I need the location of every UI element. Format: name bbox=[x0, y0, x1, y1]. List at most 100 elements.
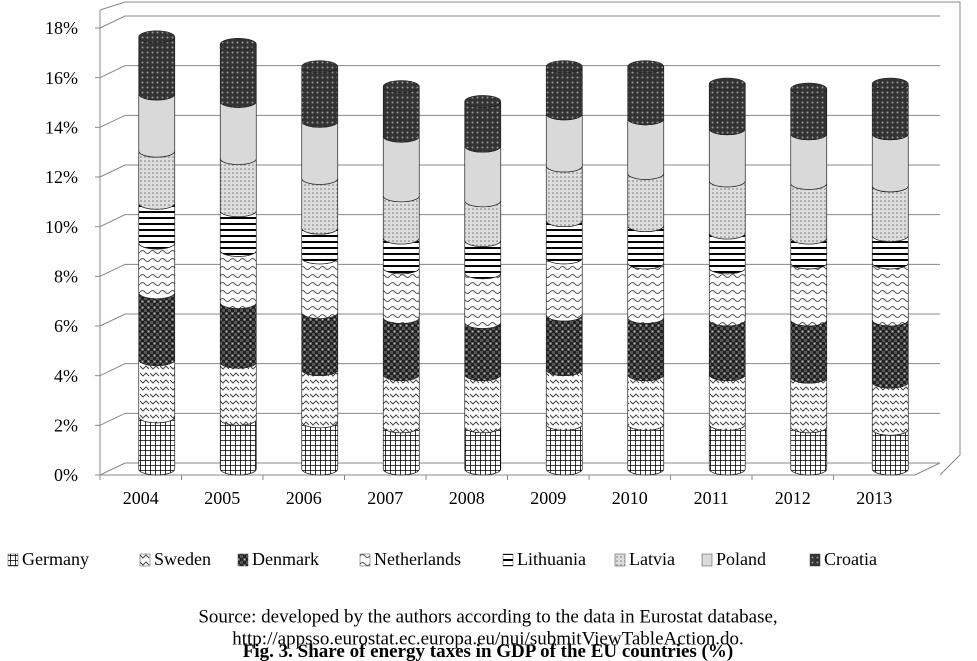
cylinder-segment bbox=[790, 183, 828, 245]
cylinder-segment bbox=[382, 426, 420, 476]
cylinder-segment bbox=[545, 257, 583, 322]
y-tick-label: 12% bbox=[45, 167, 78, 187]
cylinder-segment bbox=[138, 36, 176, 101]
cylinder-segment bbox=[790, 319, 828, 384]
legend-swatch bbox=[139, 553, 151, 567]
y-tick-label: 4% bbox=[54, 366, 78, 386]
cylinder-segment bbox=[708, 374, 746, 431]
cylinder-top bbox=[301, 60, 339, 74]
y-tick-label: 8% bbox=[54, 266, 78, 286]
figure-title: Fig. 3. Share of energy taxes in GDP of … bbox=[243, 641, 733, 661]
legend-swatch bbox=[237, 553, 249, 567]
x-tick-label: 2012 bbox=[775, 488, 811, 508]
cylinder-segment bbox=[627, 262, 665, 324]
cylinder-segment bbox=[464, 374, 502, 434]
cylinder-segment bbox=[627, 118, 665, 180]
cylinder-segment bbox=[301, 312, 339, 377]
cylinder-top bbox=[545, 60, 583, 74]
grid-line bbox=[99, 65, 940, 79]
cylinder-segment bbox=[301, 121, 339, 185]
cylinder-segment bbox=[627, 424, 665, 476]
cylinder-segment bbox=[627, 173, 665, 232]
grid-line bbox=[99, 114, 940, 128]
cylinder-segment bbox=[871, 319, 909, 389]
cylinder-segment bbox=[708, 180, 746, 240]
grid-line bbox=[99, 15, 940, 29]
x-tick-label: 2007 bbox=[367, 488, 403, 508]
x-tick-label: 2013 bbox=[856, 488, 892, 508]
cylinder-segment bbox=[464, 146, 502, 208]
cylinder-segment bbox=[708, 84, 746, 136]
cylinder-top bbox=[627, 60, 665, 74]
cylinder-segment bbox=[464, 200, 502, 247]
cylinder-segment bbox=[464, 426, 502, 476]
cylinder-segment bbox=[219, 101, 257, 165]
cylinder-segment bbox=[219, 302, 257, 369]
source-line: http://appsso.eurostat.ec.europa.eu/nui/… bbox=[232, 628, 743, 649]
cylinder-segment bbox=[871, 133, 909, 193]
cylinder-segment bbox=[708, 128, 746, 188]
legend-swatch bbox=[502, 553, 514, 567]
cylinder-segment bbox=[382, 195, 420, 245]
cylinder-segment bbox=[871, 84, 909, 141]
legend-swatch bbox=[359, 553, 371, 567]
cylinder-segment bbox=[382, 136, 420, 203]
cylinder-segment bbox=[871, 185, 909, 242]
cylinder-segment bbox=[464, 322, 502, 381]
cylinder-segment bbox=[545, 424, 583, 476]
x-tick-label: 2008 bbox=[449, 488, 485, 508]
cylinder-segment bbox=[138, 93, 176, 158]
cylinder-top bbox=[871, 77, 909, 91]
cylinder-segment bbox=[219, 158, 257, 218]
legend-label: Sweden bbox=[154, 549, 211, 569]
legend-label: Croatia bbox=[824, 549, 877, 569]
cylinder-top bbox=[790, 82, 828, 96]
cylinder-segment bbox=[138, 292, 176, 367]
grid-line bbox=[99, 313, 940, 327]
x-tick-label: 2005 bbox=[204, 488, 240, 508]
cylinder-segment bbox=[708, 424, 746, 476]
grid-line bbox=[99, 412, 940, 426]
cylinder-top bbox=[464, 95, 502, 108]
cylinder-segment bbox=[301, 257, 339, 319]
cylinder-segment bbox=[790, 133, 828, 190]
cylinder-segment bbox=[219, 419, 257, 476]
legend-label: Germany bbox=[22, 549, 89, 569]
legend-label: Netherlands bbox=[374, 549, 461, 569]
plot-frame bbox=[99, 1, 961, 476]
y-tick-label: 16% bbox=[45, 68, 78, 88]
cylinder-segment bbox=[219, 210, 257, 257]
y-tick-label: 10% bbox=[45, 217, 78, 237]
cylinder-segment bbox=[627, 374, 665, 431]
x-tick-label: 2011 bbox=[694, 488, 729, 508]
cylinder-segment bbox=[138, 203, 176, 250]
cylinder-segment bbox=[790, 426, 828, 476]
grid-line bbox=[99, 263, 940, 277]
legend-swatch bbox=[809, 553, 821, 567]
cylinder-segment bbox=[545, 113, 583, 173]
cylinder-segment bbox=[871, 262, 909, 327]
grid-line bbox=[99, 164, 940, 178]
y-tick-label: 14% bbox=[45, 117, 78, 137]
grid-line bbox=[99, 214, 940, 228]
legend-label: Poland bbox=[716, 549, 766, 569]
x-tick-label: 2009 bbox=[530, 488, 566, 508]
cylinder-segment bbox=[545, 220, 583, 265]
cylinder-segment bbox=[138, 416, 176, 476]
legend-label: Denmark bbox=[252, 549, 319, 569]
cylinder-top bbox=[219, 37, 257, 51]
legend-swatch bbox=[701, 553, 713, 567]
cylinder-segment bbox=[382, 374, 420, 434]
cylinder-segment bbox=[382, 267, 420, 324]
cylinder-segment bbox=[138, 242, 176, 300]
y-tick-label: 0% bbox=[54, 465, 78, 485]
cylinder-segment bbox=[627, 66, 665, 126]
cylinder-segment bbox=[219, 44, 257, 108]
cylinder-segment bbox=[138, 151, 176, 210]
y-tick-label: 2% bbox=[54, 415, 78, 435]
cylinder-segment bbox=[545, 66, 583, 121]
x-tick-label: 2004 bbox=[123, 488, 159, 508]
legend-swatch bbox=[614, 553, 626, 567]
cylinder-segment bbox=[301, 66, 339, 128]
y-tick-label: 6% bbox=[54, 316, 78, 336]
